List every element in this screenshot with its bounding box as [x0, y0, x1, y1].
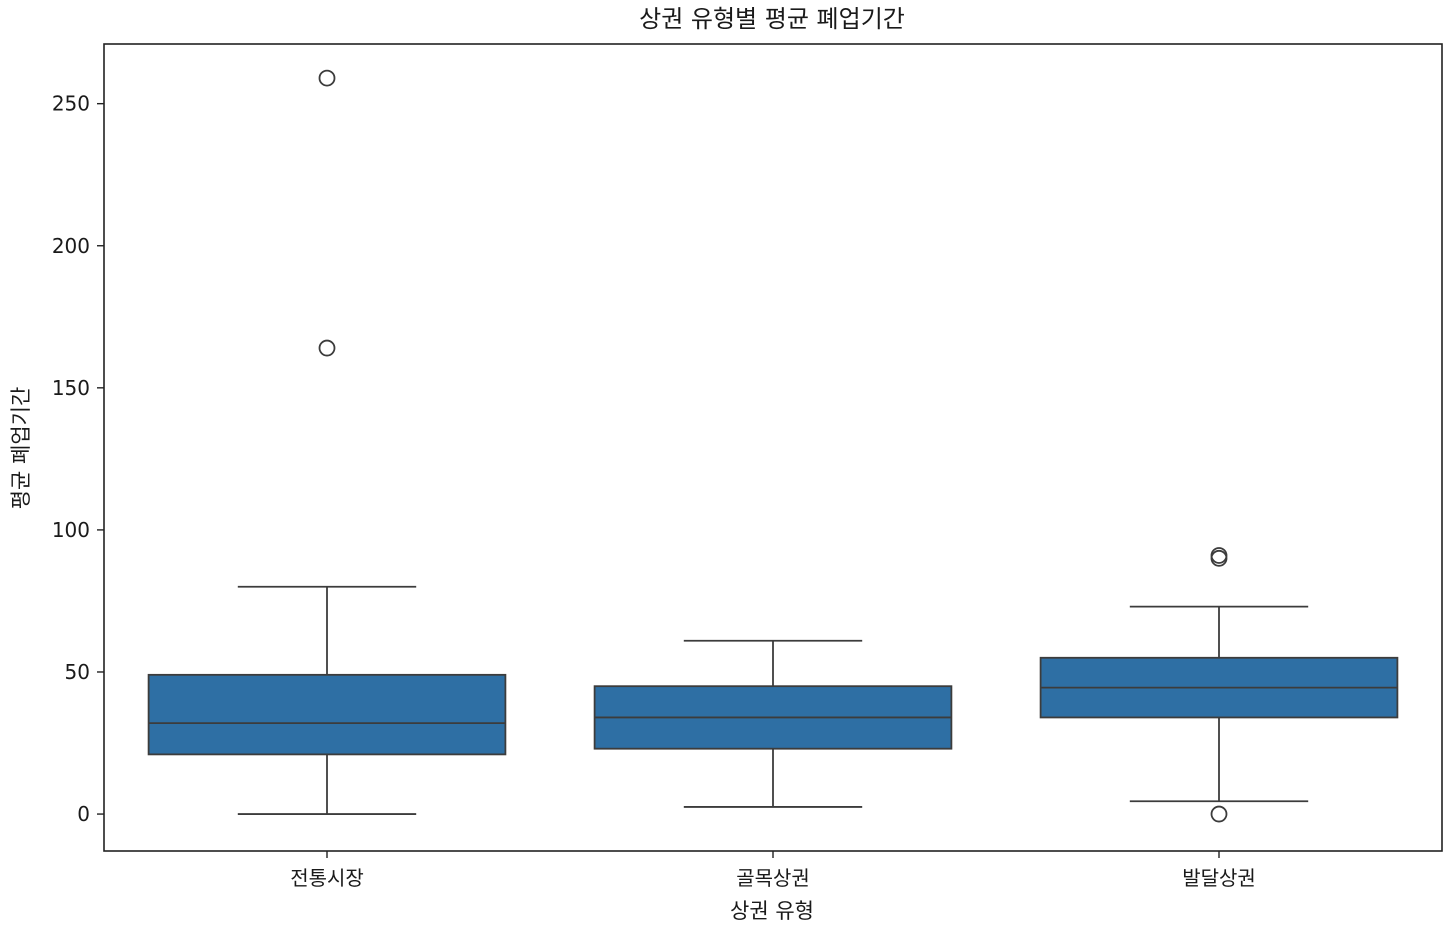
outlier-point [318, 69, 336, 87]
y-tick-label: 50 [65, 660, 90, 684]
y-axis: 0 50 100 150 200 250 [52, 92, 104, 826]
y-tick-label: 250 [52, 92, 90, 116]
y-axis-label: 평균 폐업기간 [9, 387, 33, 510]
x-tick-label: 발달상권 [1182, 866, 1256, 890]
y-tick-label: 200 [52, 234, 90, 258]
y-tick-label: 0 [77, 802, 90, 826]
x-tick-label: 골목상권 [736, 866, 810, 890]
box-3 [1039, 547, 1399, 823]
x-tick-label: 전통시장 [290, 866, 364, 890]
y-tick-label: 100 [52, 518, 90, 542]
outlier-point [318, 339, 336, 357]
x-axis-label: 상권 유형 [730, 899, 814, 923]
box-2 [593, 639, 953, 808]
box-group [147, 69, 1399, 823]
chart-title: 상권 유형별 평균 폐업기간 [639, 5, 905, 33]
outlier-point [1210, 547, 1228, 564]
iqr-box [147, 673, 507, 756]
y-tick-label: 150 [52, 376, 90, 400]
box-1 [147, 69, 507, 815]
x-axis: 전통시장 골목상권 발달상권 [290, 851, 1256, 890]
outlier-point [1210, 805, 1228, 823]
